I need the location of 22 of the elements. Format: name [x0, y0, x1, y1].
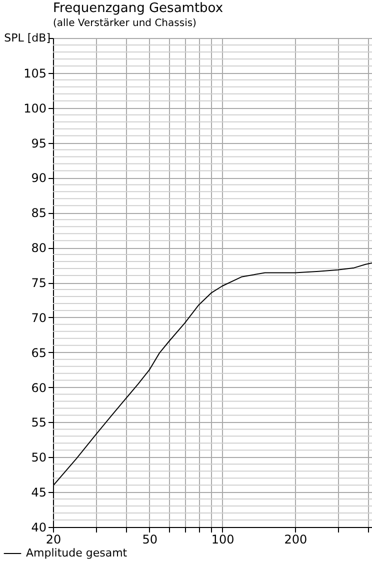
chart-subtitle: (alle Verstärker und Chassis): [53, 18, 197, 29]
x-tick-label: 200: [284, 532, 308, 546]
y-axis-title: SPL [dB]: [4, 32, 50, 44]
y-tick-label: 40: [31, 520, 46, 534]
y-tick-label: 105: [24, 66, 46, 80]
x-tick-label: 100: [211, 532, 234, 546]
y-tick-label: 75: [31, 276, 46, 290]
y-tick-label: 85: [31, 206, 46, 220]
y-tick-label: 70: [31, 310, 46, 325]
y-tick-label: 80: [31, 241, 46, 256]
chart-title: Frequenzgang Gesamtbox: [53, 1, 224, 16]
y-tick-label: 90: [31, 171, 46, 186]
y-tick-label: 100: [24, 101, 46, 116]
y-tick-label: 45: [31, 486, 46, 500]
y-tick-label: 60: [31, 380, 46, 395]
y-tick-label: 65: [31, 346, 46, 360]
legend-label: Amplitude gesamt: [26, 546, 128, 560]
y-tick-label: 95: [31, 136, 46, 150]
x-tick-label: 50: [142, 532, 158, 546]
x-tick-label: 20: [46, 532, 62, 546]
y-tick-label: 55: [31, 416, 46, 430]
y-tick-label: 50: [31, 450, 46, 465]
